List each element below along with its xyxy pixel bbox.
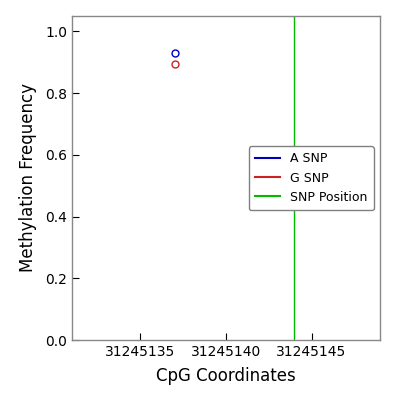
X-axis label: CpG Coordinates: CpG Coordinates <box>156 367 296 385</box>
Y-axis label: Methylation Frequency: Methylation Frequency <box>19 84 37 272</box>
Legend: A SNP, G SNP, SNP Position: A SNP, G SNP, SNP Position <box>249 146 374 210</box>
